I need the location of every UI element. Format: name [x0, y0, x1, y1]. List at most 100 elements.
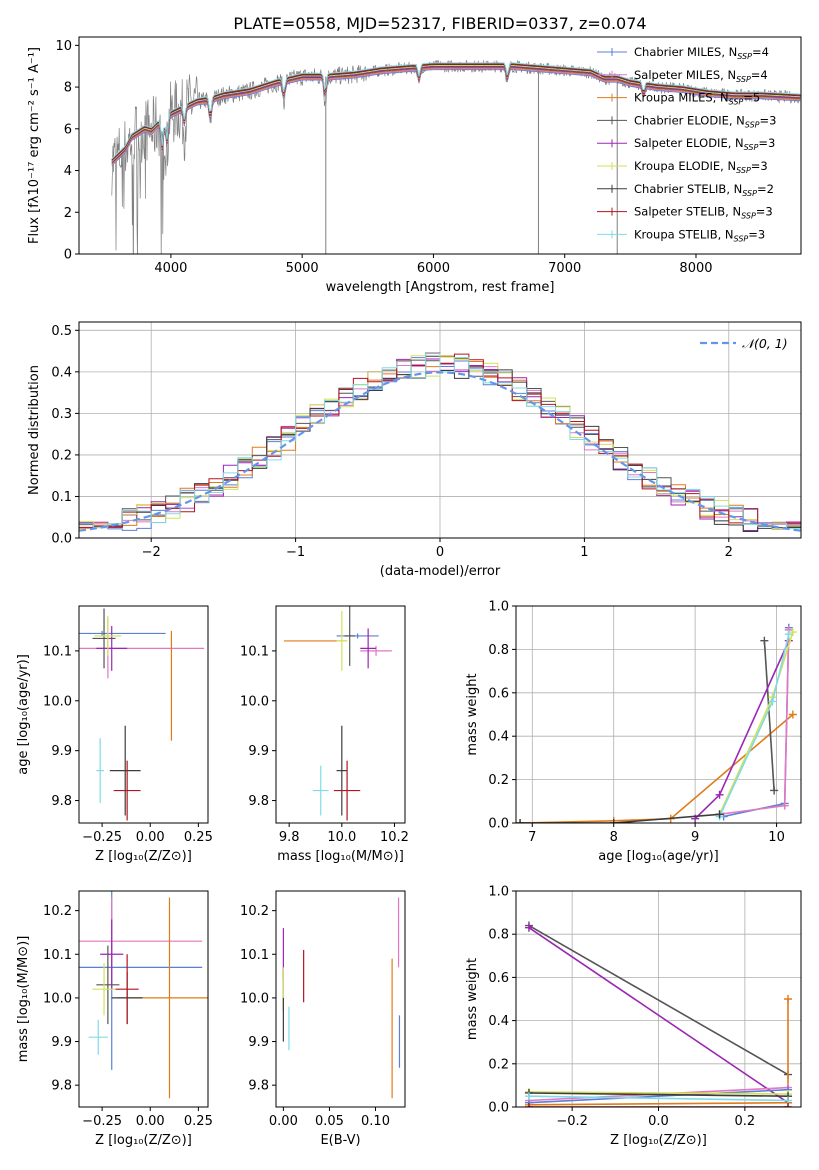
legend-label-text: Salpeter MILES, N: [634, 68, 736, 82]
panel-mass_vs_ebv: 0.00 0.05 0.10 9.8 9.9 10.0 10.1 10.2 E(B-V): [240, 890, 406, 1148]
y-tick-label: 0.8: [488, 643, 509, 658]
plot-area: [79, 608, 205, 821]
y-tick-label: 0.2: [51, 448, 72, 463]
series-marker-kroupa_stelib: [768, 697, 777, 706]
errorbar-point-chabrier_elodie: [96, 945, 120, 1025]
panel-age_vs_z: −0.25 0.00 0.25 9.8 9.9 10.0 10.1 Z [log₁₀(Z/Z⊙…: [16, 605, 213, 864]
y-tick-label: 0.3: [51, 407, 72, 422]
legend-label-eq: =5: [743, 91, 760, 105]
y-tick-label: 10.1: [43, 644, 72, 659]
x-tick-label: 1: [580, 545, 588, 560]
y-tick-label: 0.0: [51, 532, 72, 547]
x-tick-label: 0.2: [735, 1114, 756, 1129]
panel-weight_vs_age: 7 8 9 10 0.0 0.2 0.4 0.6 0.8 1.0 age [log₁₀(age/yr…: [465, 600, 802, 864]
series-marker-chabrier_stelib: [516, 819, 525, 823]
axes-frame: [78, 36, 802, 255]
x-tick-label: 8: [610, 830, 618, 845]
y-tick-label: 6: [64, 122, 72, 137]
y-tick-label: 2: [64, 206, 72, 221]
panel-spectrum: 4000 5000 6000 7000 8000 0 2 4 6 8 10 wavelength [A…: [27, 36, 802, 295]
x-tick-label: 0.00: [269, 1114, 298, 1129]
legend-label-sub: SSP: [734, 234, 749, 243]
y-tick-label: 10.2: [43, 904, 72, 919]
errorbar-point-salpeter_elodie: [96, 625, 128, 671]
y-tick-label: 9.8: [248, 1079, 269, 1094]
x-tick-label: 5000: [286, 261, 319, 276]
series-marker-salpeter_elodie: [715, 790, 724, 799]
legend-label-text: Salpeter ELODIE, N: [634, 136, 744, 150]
y-tick-label: 0.4: [51, 365, 72, 380]
y-tick-label: 1.0: [488, 885, 509, 900]
series-marker-chabrier_stelib: [609, 819, 618, 823]
y-tick-label: 9.9: [248, 744, 269, 759]
y-tick-label: 0.6: [488, 971, 509, 986]
series-line-kroupa_stelib: [528, 1095, 789, 1102]
y-tick-label: 0: [64, 248, 72, 263]
series-line-chabrier_elodie: [763, 640, 775, 791]
axes-frame: [78, 605, 209, 824]
model-spectrum-salpeter_stelib: [111, 63, 801, 161]
x-axis-label: E(B-V): [320, 1133, 360, 1148]
x-tick-label: 0.00: [136, 1114, 165, 1129]
plot-area: [282, 897, 401, 1099]
legend-label-eq: =3: [756, 205, 773, 219]
legend-label-eq: =3: [758, 136, 775, 150]
legend-label-text: Kroupa ELODIE, N: [634, 159, 736, 173]
y-tick-label: 0.0: [488, 1101, 509, 1116]
plot-area: [524, 921, 793, 1107]
x-tick-label: 0.25: [184, 830, 213, 845]
x-tick-label: −0.25: [82, 1114, 122, 1129]
series-marker-salpeter_stelib: [524, 1103, 533, 1107]
x-tick-label: 2: [725, 545, 733, 560]
y-tick-label: 10.1: [240, 948, 269, 963]
y-tick-label: 0.4: [488, 730, 509, 745]
errorbar-point-salpeter_stelib: [113, 760, 141, 821]
y-axis-label: Flux [fλ10⁻¹⁷ erg cm⁻² s⁻¹ A⁻¹]: [27, 47, 42, 244]
y-tick-label: 0.0: [488, 817, 509, 832]
legend-label-chabrier_stelib: Chabrier STELIB, NSSP=2: [634, 182, 774, 198]
model-spectrum-salpeter_elodie: [111, 65, 801, 163]
model-spectrum-salpeter_miles: [111, 68, 801, 166]
y-tick-label: 0.1: [51, 490, 72, 505]
x-tick-label: −1: [286, 545, 305, 560]
legend-label-sub: SSP: [737, 52, 752, 61]
x-tick-label: 0.10: [361, 1114, 390, 1129]
y-tick-label: 10.1: [43, 948, 72, 963]
legend-label-chabrier_miles: Chabrier MILES, NSSP=4: [634, 45, 769, 61]
legend-label-text: Salpeter STELIB, N: [634, 205, 741, 219]
axes-frame: [515, 605, 802, 824]
series-marker-kroupa_miles: [788, 710, 797, 719]
x-axis-label: Z [log₁₀(Z/Z⊙)]: [610, 1133, 707, 1148]
figure-title: PLATE=0558, MJD=52317, FIBERID=0337, z=0…: [233, 14, 646, 33]
series-marker-kroupa_stelib: [524, 1092, 533, 1101]
y-axis-label: mass weight: [465, 958, 480, 1040]
series-line-chabrier_elodie: [528, 924, 789, 1076]
errorbar-point-salpeter_stelib: [115, 954, 139, 1025]
x-tick-label: 10.0: [327, 830, 356, 845]
errorbar-point-salpeter_stelib: [333, 760, 361, 821]
x-tick-label: 10.2: [380, 830, 409, 845]
x-tick-label: −0.2: [556, 1114, 588, 1129]
legend-label-sub: SSP: [736, 75, 751, 84]
x-tick-label: 8000: [679, 261, 712, 276]
legend-label-chabrier_elodie: Chabrier ELODIE, NSSP=3: [634, 113, 776, 129]
y-tick-label: 9.8: [248, 794, 269, 809]
y-tick-label: 10.0: [240, 694, 269, 709]
y-axis-label: mass weight: [465, 673, 480, 755]
plot-area: [79, 352, 801, 532]
legend-label-eq: =4: [752, 45, 769, 59]
series-marker-chabrier_elodie: [760, 636, 769, 645]
legend-label-text: Chabrier STELIB, N: [634, 182, 742, 196]
x-axis-label: wavelength [Angstrom, rest frame]: [326, 280, 555, 295]
x-tick-label: 7000: [548, 261, 581, 276]
series-marker-salpeter_miles: [780, 801, 789, 810]
legend-label-kroupa_stelib: Kroupa STELIB, NSSP=3: [634, 227, 765, 243]
legend-label-eq: =3: [760, 113, 777, 127]
errorbar-point-salpeter_elodie: [100, 919, 124, 990]
legend-label-sub: SSP: [745, 120, 760, 129]
y-tick-label: 4: [64, 164, 72, 179]
x-tick-label: 0: [436, 545, 444, 560]
y-tick-label: 9.9: [248, 1035, 269, 1050]
series-marker-kroupa_elodie: [788, 628, 797, 637]
